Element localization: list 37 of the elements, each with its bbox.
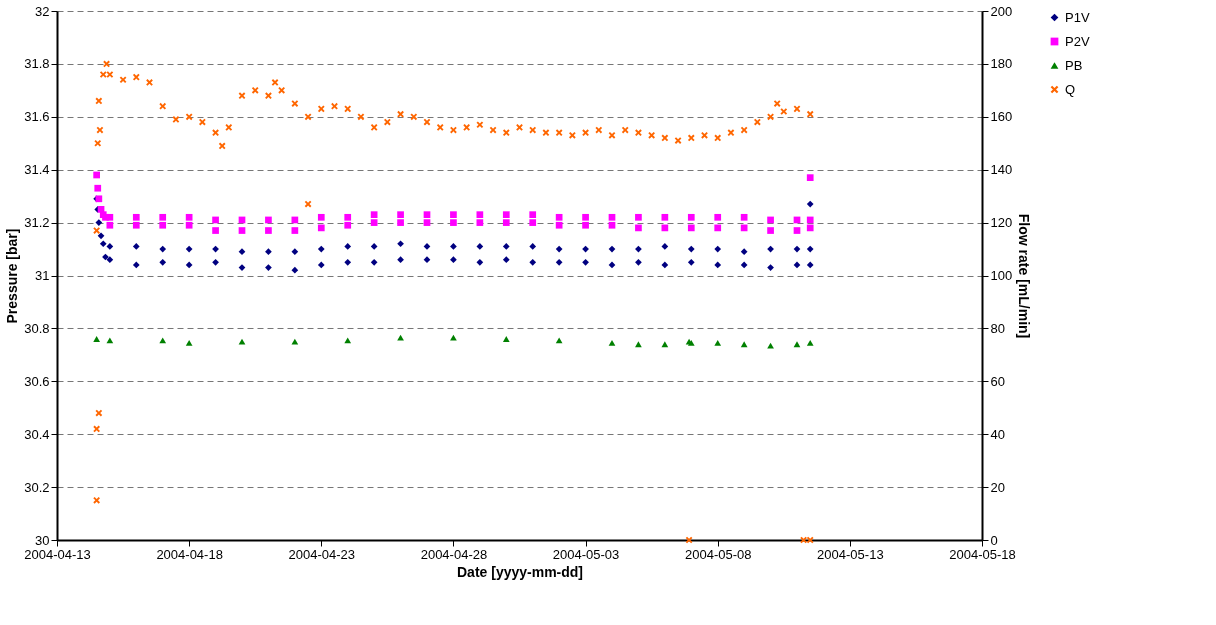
y2-tick-label: 160: [990, 109, 1013, 125]
y-tick-label: 31.2: [24, 215, 50, 231]
legend-label: PB: [1065, 57, 1083, 73]
y2-axis-title: Flow rate [mL/min]: [1016, 213, 1033, 339]
y-axis-title: Pressure [bar]: [4, 228, 21, 324]
x-tick-label: 2004-04-13: [24, 546, 91, 562]
y-tick-label: 30.8: [24, 320, 50, 336]
y2-tick-label: 80: [990, 320, 1005, 336]
y-tick-label: 32: [35, 3, 50, 19]
x-tick-label: 2004-05-13: [817, 546, 884, 562]
legend-label: P1V: [1065, 9, 1090, 25]
x-axis-title: Date [yyyy-mm-dd]: [456, 563, 584, 580]
y-tick-label: 31.6: [24, 109, 50, 125]
y-tick-label: 31.4: [24, 162, 50, 178]
y2-tick-label: 60: [990, 373, 1005, 389]
y-tick-label: 30: [35, 532, 50, 548]
legend-label: Q: [1065, 81, 1076, 97]
y2-tick-label: 120: [990, 215, 1013, 231]
legend-label: P2V: [1065, 33, 1090, 49]
x-tick-label: 2004-04-28: [420, 546, 488, 562]
y-tick-label: 30.6: [24, 373, 50, 389]
x-tick-label: 2004-04-23: [288, 546, 356, 562]
y-tick-label: 30.2: [24, 479, 50, 495]
y-tick-label: 30.4: [24, 426, 50, 442]
x-tick-label: 2004-04-18: [156, 546, 223, 562]
x-tick-label: 2004-05-08: [684, 546, 752, 562]
y-tick-label: 31: [35, 268, 50, 283]
y2-tick-label: 100: [990, 268, 1013, 283]
y2-tick-label: 40: [990, 426, 1005, 442]
y2-tick-label: 180: [990, 56, 1013, 72]
y-tick-label: 31.8: [24, 56, 50, 72]
y2-tick-label: 200: [990, 3, 1013, 19]
y2-tick-label: 20: [990, 479, 1005, 495]
x-tick-label: 2004-05-03: [552, 546, 620, 562]
y2-tick-label: 0: [990, 532, 998, 548]
x-tick-label: 2004-05-18: [949, 546, 1016, 562]
y2-tick-label: 140: [990, 162, 1013, 178]
